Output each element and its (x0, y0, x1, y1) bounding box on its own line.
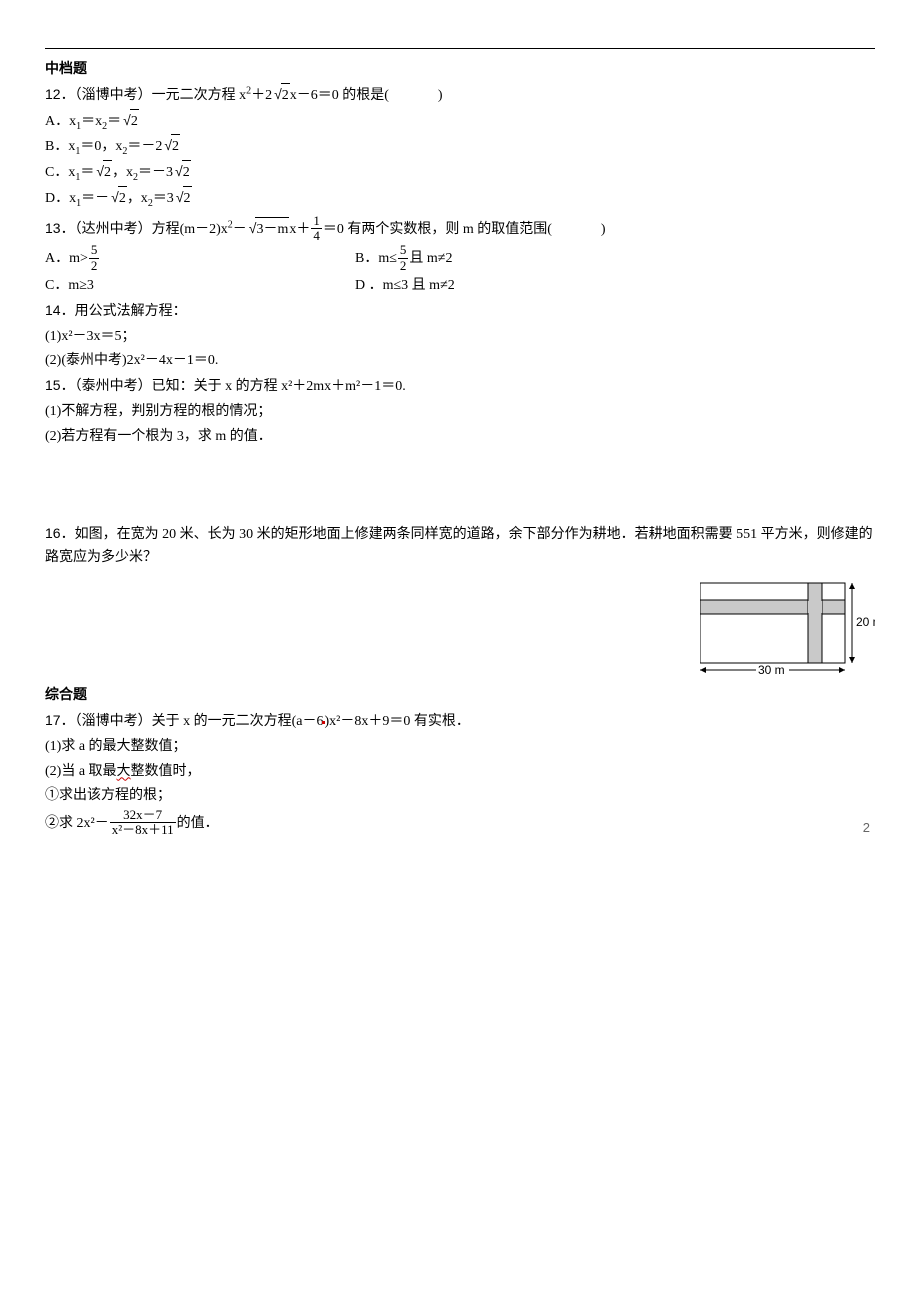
sqrt-icon: 3－m (247, 217, 290, 242)
figure-container: 20 m 30 m (45, 578, 875, 678)
q12-optB: B．x1＝0，x2＝－22 (45, 134, 875, 159)
section-title-comp: 综合题 (45, 684, 875, 708)
fraction: 14 (311, 214, 322, 244)
q13-opts-row1: A．m>52 B．m≤52且 m≠2 (45, 244, 875, 274)
q13-source: （达州中考） (75, 222, 152, 237)
q12-optA: A．x1＝x2＝2 (45, 109, 875, 134)
q16-num: 16 (45, 525, 61, 541)
fig-w-label: 30 m (758, 663, 785, 677)
q17-num: 17 (45, 712, 61, 728)
q17-sub4: ②求 2x²－32x－7x²－8x＋11的值． (45, 809, 875, 839)
q17-sub3: ①求出该方程的根； (45, 784, 875, 808)
sqrt-icon: 2 (162, 134, 180, 159)
sqrt-icon: 2 (272, 83, 290, 108)
sqrt-icon: 2 (109, 186, 127, 211)
sqrt-icon: 2 (173, 160, 191, 185)
page-content: 中档题 12．（淄博中考）一元二次方程 x2＋22x－6＝0 的根是( ) A．… (45, 50, 875, 839)
q17-sub2: (2)当 a 取最大整数值时， (45, 760, 875, 784)
q12-t2: ＋2 (251, 88, 272, 103)
sqrt-icon: 2 (94, 160, 112, 185)
top-ruler-line (45, 48, 875, 49)
page-number: 2 (863, 817, 870, 839)
section-title-mid: 中档题 (45, 58, 875, 82)
q12-optD: D．x1＝－2，x2＝32 (45, 186, 875, 211)
road-figure-svg: 20 m 30 m (700, 578, 875, 678)
q15-source: （泰州中考） (75, 379, 152, 394)
red-dot-icon (322, 721, 325, 724)
q14-sub2: (2)(泰州中考)2x²－4x－1＝0. (45, 349, 875, 373)
q13-num: 13 (45, 220, 61, 236)
q12-t3: x－6＝0 的根是 (290, 88, 385, 103)
fraction: 32x－7x²－8x＋11 (110, 808, 176, 838)
fig-h-label: 20 m (856, 615, 875, 629)
q15-num: 15 (45, 377, 61, 393)
blank-space (45, 449, 875, 521)
q12-paren: ( ) (384, 88, 449, 103)
q13-optB: B．m≤52且 m≠2 (355, 244, 875, 274)
fraction: 52 (398, 243, 409, 273)
q12-source: （淄博中考） (75, 88, 152, 103)
fraction: 52 (89, 243, 100, 273)
q12-optC: C．x1＝2，x2＝－32 (45, 160, 875, 185)
q13-paren: ( ) (547, 222, 612, 237)
q12-t1: 一元二次方程 x (152, 88, 247, 103)
q15-sub1: (1)不解方程，判别方程的根的情况； (45, 400, 875, 424)
q14-sub1: (1)x²－3x＝5； (45, 325, 875, 349)
q13-optA: A．m>52 (45, 244, 355, 274)
question-14: 14．用公式法解方程： (45, 299, 875, 324)
q15-sub2: (2)若方程有一个根为 3，求 m 的值． (45, 425, 875, 449)
question-17: 17．（淄博中考）关于 x 的一元二次方程(a－6)x²－8x＋9＝0 有实根． (45, 709, 875, 734)
q17-sub1: (1)求 a 的最大整数值； (45, 735, 875, 759)
q13-optD: D ．m≤3 且 m≠2 (355, 274, 875, 298)
question-13: 13．（达州中考）方程(m－2)x2－3－mx＋14＝0 有两个实数根，则 m … (45, 215, 875, 245)
q17-source: （淄博中考） (75, 714, 152, 729)
q12-num: 12 (45, 86, 61, 102)
q13-opts-row2: C．m≥3 D ．m≤3 且 m≠2 (45, 274, 875, 298)
question-15: 15．（泰州中考）已知：关于 x 的方程 x²＋2mx＋m²－1＝0. (45, 374, 875, 399)
question-12: 12．（淄博中考）一元二次方程 x2＋22x－6＝0 的根是( ) (45, 83, 875, 108)
q14-num: 14 (45, 302, 61, 318)
q13-optC: C．m≥3 (45, 274, 355, 298)
sqrt-icon: 2 (174, 186, 192, 211)
sqrt-icon: 2 (121, 109, 139, 134)
wavy-underline: 大 (117, 764, 131, 779)
question-16: 16．如图，在宽为 20 米、长为 30 米的矩形地面上修建两条同样宽的道路，余… (45, 522, 875, 571)
